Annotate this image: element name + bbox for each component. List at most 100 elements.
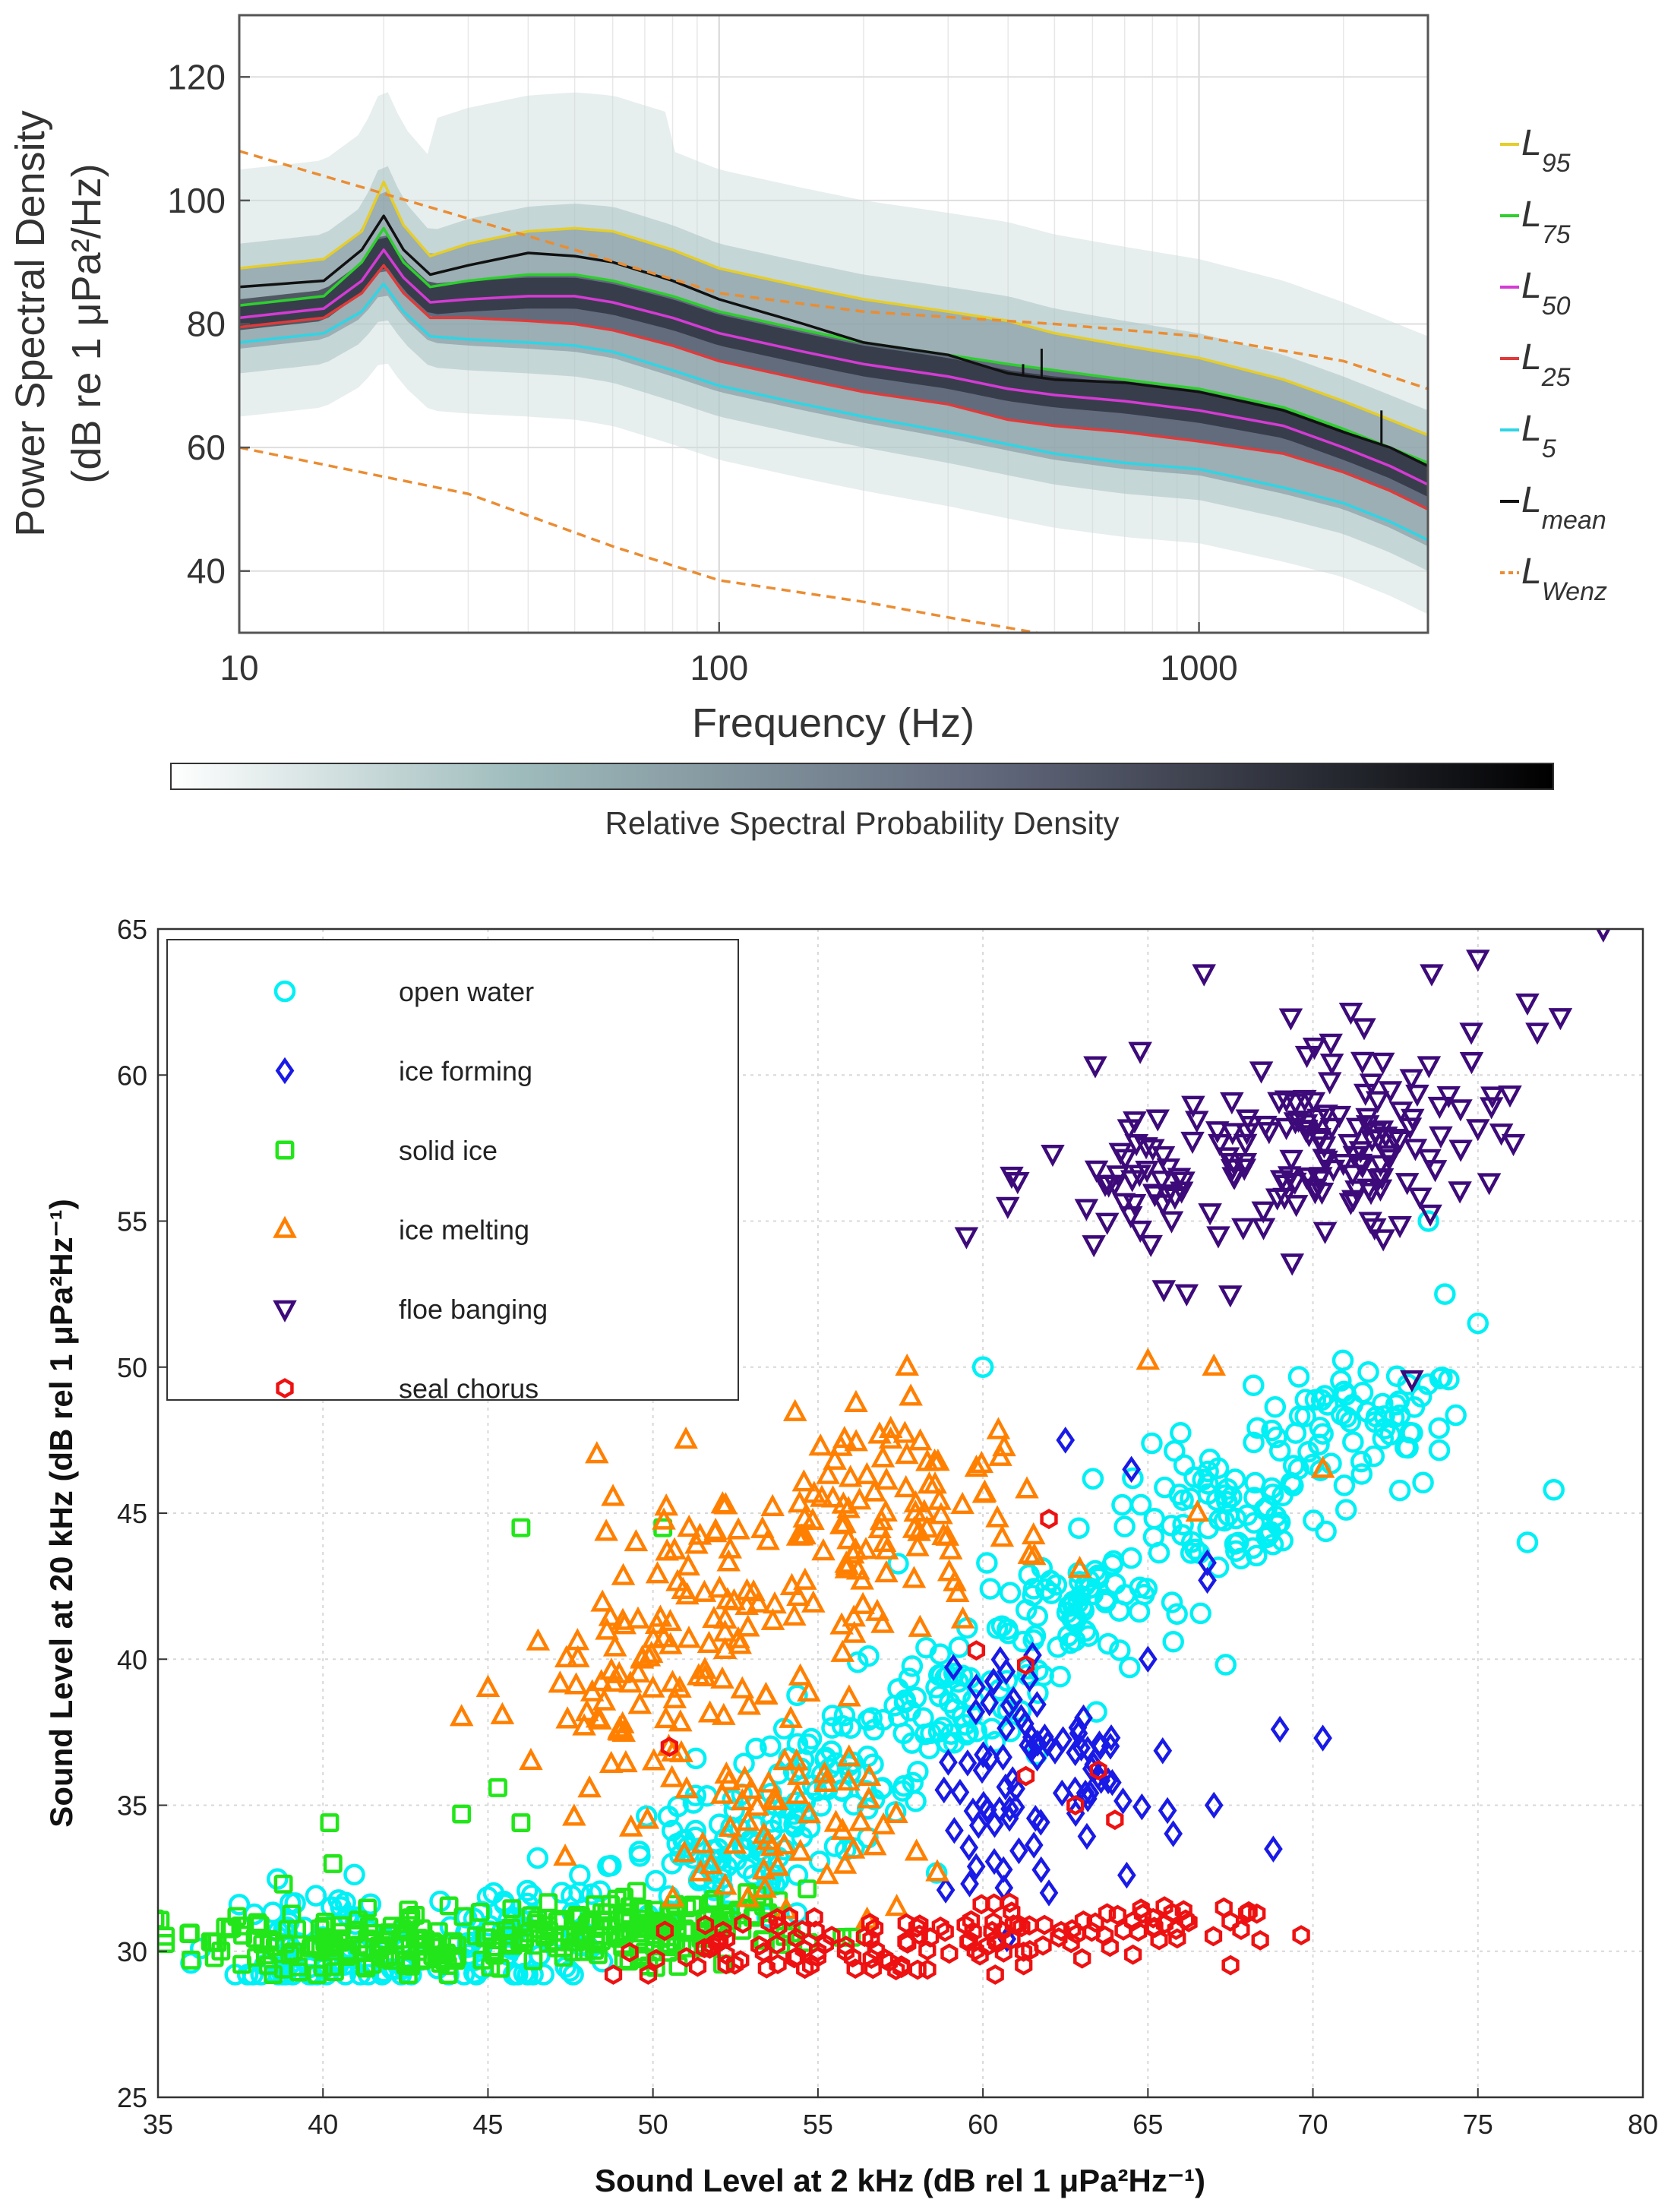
point-solid_ice — [180, 1923, 200, 1943]
point-ice_melting — [736, 1614, 760, 1637]
point-floe_banging — [1345, 1117, 1370, 1140]
plot1-x-tick-label: 10 — [220, 648, 258, 687]
point-open_water — [1172, 1513, 1194, 1536]
density-peak-band — [239, 237, 1428, 498]
point-ice_melting — [555, 1706, 580, 1729]
point-solid_ice — [181, 1950, 201, 1970]
point-open_water — [1170, 1422, 1192, 1444]
point-ice_melting — [712, 1636, 738, 1659]
point-ice_melting — [782, 1603, 807, 1626]
plot1-y-tick-label: 40 — [187, 551, 226, 591]
point-floe_banging — [1142, 1185, 1167, 1208]
point-floe_banging — [1220, 1092, 1244, 1115]
point-ice_forming — [984, 1667, 1003, 1695]
point-ice_forming — [1056, 1427, 1076, 1454]
plot1-y-tick-label: 100 — [167, 181, 226, 220]
point-open_water — [1543, 1478, 1565, 1501]
point-ice_melting — [648, 1604, 673, 1627]
point-open_water — [1095, 1591, 1117, 1613]
point-open_water — [1331, 1349, 1354, 1372]
point-open_water — [562, 1964, 584, 1986]
point-seal_chorus — [1114, 1920, 1132, 1941]
point-ice_forming — [1138, 1645, 1158, 1673]
point-ice_melting — [588, 1707, 612, 1730]
point-ice_melting — [812, 1761, 837, 1784]
point-seal_chorus — [1016, 1654, 1035, 1676]
point-floe_banging — [1423, 1160, 1448, 1183]
point-ice_melting — [786, 1583, 810, 1607]
point-ice_melting — [937, 1559, 962, 1582]
point-seal_chorus — [703, 1935, 722, 1956]
point-open_water — [1022, 1585, 1044, 1607]
point-floe_banging — [1398, 1117, 1423, 1140]
point-ice_melting — [661, 1885, 685, 1907]
point-ice_melting — [870, 1445, 896, 1468]
point-ice_melting — [895, 1353, 919, 1376]
point-floe_banging — [1436, 1085, 1461, 1108]
point-floe_banging — [1369, 1120, 1395, 1143]
point-ice_melting — [834, 1556, 859, 1578]
colorbar: Relative Spectral Probability Density — [170, 763, 1554, 841]
point-ice_melting — [677, 1514, 701, 1537]
legend2-marker-open_water — [273, 980, 296, 1003]
point-floe_banging — [1286, 1111, 1311, 1133]
point-floe_banging — [1378, 1081, 1403, 1104]
point-ice_melting — [660, 1670, 685, 1692]
plot2-x-tick-label: 70 — [1298, 2109, 1328, 2140]
point-ice_melting — [707, 1575, 732, 1598]
point-ice_melting — [730, 1788, 755, 1811]
point-floe_banging — [1429, 1126, 1453, 1149]
point-ice_forming — [1264, 1835, 1283, 1863]
plot2-y-tick-label: 60 — [117, 1060, 147, 1091]
point-ice_melting — [611, 1563, 636, 1585]
plot1-x-tick-label: 1000 — [1160, 648, 1237, 687]
point-ice_melting — [836, 1527, 861, 1550]
point-ice_melting — [635, 1806, 660, 1829]
point-ice_melting — [677, 1626, 701, 1648]
point-ice_melting — [703, 1518, 728, 1540]
point-ice_forming — [966, 1698, 986, 1726]
point-ice_melting — [893, 1474, 918, 1498]
plot1-y-tick-label: 80 — [187, 305, 226, 344]
point-ice_melting — [863, 1833, 887, 1856]
point-ice_melting — [836, 1768, 861, 1791]
point-open_water — [760, 1811, 782, 1833]
point-ice_melting — [697, 1630, 722, 1653]
point-floe_banging — [1095, 1212, 1120, 1235]
point-floe_banging — [1169, 1181, 1194, 1204]
plot2-y-tick-label: 35 — [117, 1790, 147, 1822]
point-ice_melting — [659, 1765, 684, 1787]
point-ice_forming — [1009, 1837, 1028, 1865]
point-floe_banging — [1096, 1175, 1121, 1198]
point-seal_chorus — [787, 1927, 806, 1948]
point-seal_chorus — [655, 1920, 674, 1942]
point-solid_ice — [400, 1910, 419, 1930]
point-ice_melting — [599, 1750, 624, 1774]
plot2-y-ticks: 25 30 35 40 45 50 55 60 65 — [117, 914, 167, 2113]
point-open_water — [1207, 1457, 1230, 1480]
point-ice_melting — [732, 1765, 757, 1788]
point-floe_banging — [1400, 1370, 1424, 1393]
point-open_water — [731, 1838, 754, 1860]
point-ice_melting — [562, 1803, 586, 1826]
point-seal_chorus — [1016, 1765, 1035, 1787]
point-seal_chorus — [1014, 1942, 1033, 1962]
point-ice_forming — [943, 1654, 963, 1681]
point-solid_ice — [437, 1943, 456, 1963]
point-floe_banging — [1145, 1109, 1170, 1132]
point-ice_melting — [869, 1508, 894, 1531]
point-ice_melting — [1017, 1541, 1042, 1564]
point-seal_chorus — [966, 1940, 984, 1961]
point-open_water — [551, 1882, 573, 1904]
point-ice_melting — [735, 1808, 760, 1831]
point-open_water — [857, 1709, 880, 1731]
point-seal_chorus — [760, 1912, 779, 1933]
point-ice_forming — [1313, 1724, 1332, 1752]
point-ice_forming — [958, 1749, 978, 1777]
point-ice_forming — [968, 1812, 988, 1839]
point-open_water — [1162, 1630, 1184, 1653]
point-solid_ice — [245, 1929, 265, 1948]
legend2-label-floe_banging: floe banging — [399, 1294, 548, 1325]
point-floe_banging — [1074, 1199, 1099, 1221]
point-ice_melting — [640, 1675, 665, 1698]
